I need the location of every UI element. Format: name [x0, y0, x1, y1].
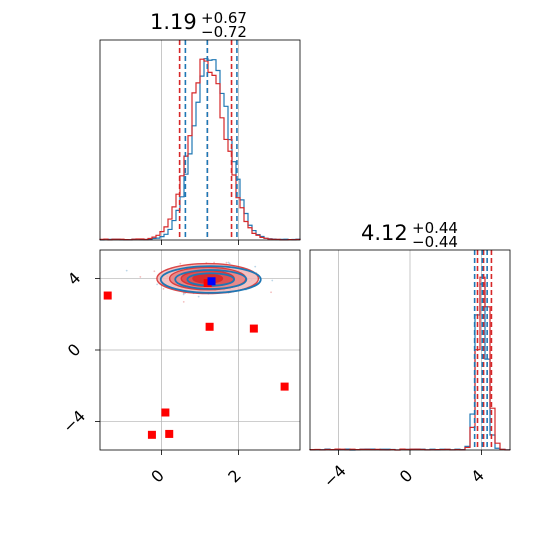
- joint-sample-point: [254, 265, 257, 268]
- param2-quantile-lines: [473, 250, 493, 450]
- joint-red-marker-6: [147, 430, 156, 439]
- joint-ytick-label-0: −4: [59, 406, 89, 436]
- param1-title-minus: −0.72: [201, 23, 247, 41]
- joint-sample-point: [139, 276, 142, 278]
- joint-red-marker-7: [165, 429, 174, 438]
- joint-sample-point: [225, 261, 228, 264]
- joint-sample-point: [228, 262, 231, 265]
- param2-title: 4.12: [361, 221, 408, 245]
- param1-histogram-grid: [161, 40, 239, 240]
- param2-title-plus: +0.44: [412, 219, 458, 237]
- joint-sample-point: [270, 291, 272, 294]
- joint-xtick-label-0: 0: [147, 466, 168, 487]
- joint-red-marker-2: [205, 322, 214, 331]
- joint-contour-blue-1: [174, 269, 248, 290]
- param2-xtick-label-0: −4: [320, 461, 350, 491]
- param2-title-median: 4.12: [361, 221, 408, 245]
- param1-title-plus: +0.67: [201, 9, 247, 27]
- joint-red-marker-5: [161, 408, 170, 417]
- joint-true-marker: [207, 277, 216, 286]
- param1-histogram-ticks: [161, 240, 239, 245]
- param2-xtick-label-1: 0: [396, 466, 417, 487]
- joint-red-marker-0: [103, 291, 112, 300]
- joint-ytick-label-2: 4: [64, 268, 85, 289]
- param1-title: 1.19: [150, 10, 197, 34]
- joint-ticks: 0 2 −4 0 4: [59, 268, 245, 486]
- joint-sample-point: [182, 293, 185, 296]
- param2-histogram-panel: −4 0 4 4.12 +0.44 −0.44: [309, 219, 511, 491]
- joint-red-marker-4: [280, 382, 289, 391]
- param1-series-1: [99, 58, 301, 241]
- param1-histogram-series: [99, 58, 301, 241]
- joint-panel: 0 2 −4 0 4: [59, 249, 301, 486]
- param2-histogram-ticks: −4 0 4: [320, 450, 488, 491]
- joint-sample-point: [227, 261, 230, 264]
- joint-sample-point: [179, 262, 182, 265]
- joint-marker-points: [103, 277, 289, 439]
- joint-sample-point: [182, 300, 185, 303]
- joint-contour-blue-0: [159, 265, 262, 294]
- param1-quantile-lines: [178, 40, 238, 240]
- joint-xtick-label-1: 2: [224, 466, 245, 487]
- joint-sample-point: [156, 283, 158, 286]
- param2-xtick-label-2: 4: [467, 466, 488, 487]
- joint-red-marker-3: [249, 324, 258, 333]
- joint-sample-point: [125, 269, 128, 272]
- param1-histogram-panel: 1.19 +0.67 −0.72: [99, 9, 301, 245]
- joint-sample-point: [182, 292, 185, 294]
- joint-sample-point: [162, 287, 165, 290]
- param1-series-0: [99, 58, 301, 241]
- joint-sample-point: [271, 279, 274, 282]
- param2-title-minus: −0.44: [412, 233, 458, 251]
- joint-ytick-label-1: 0: [64, 340, 85, 361]
- param2-histogram-grid: [338, 250, 482, 450]
- param1-histogram-frame: [99, 39, 301, 241]
- param1-title-median: 1.19: [150, 10, 197, 34]
- joint-sample-point: [153, 270, 156, 273]
- joint-sample-point: [197, 295, 200, 298]
